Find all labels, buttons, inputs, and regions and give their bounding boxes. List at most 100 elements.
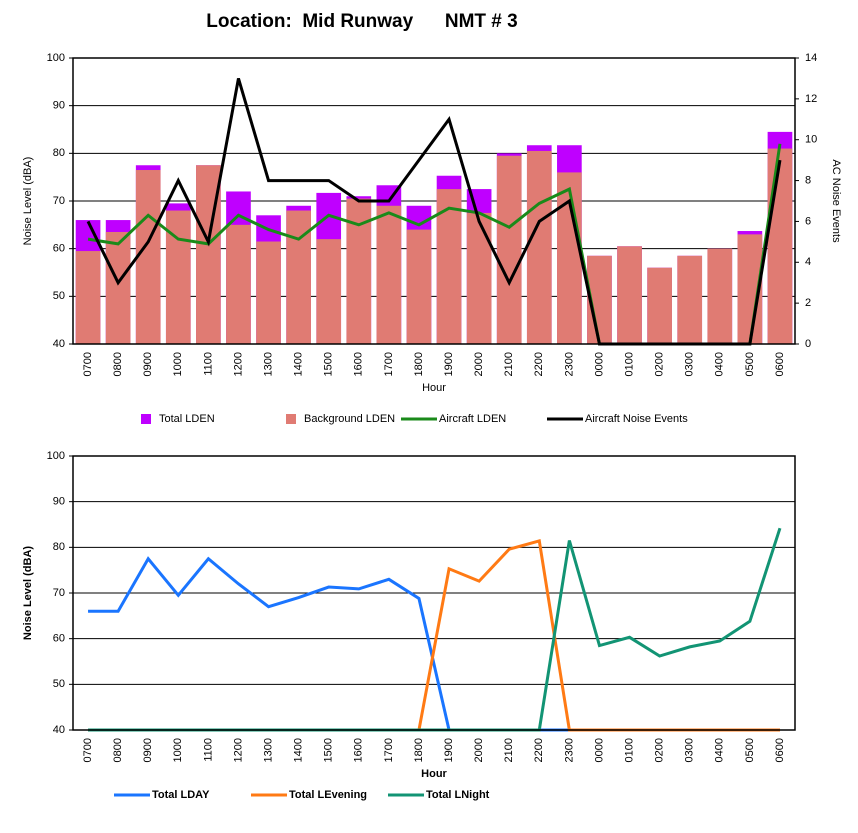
legend-label: Background LDEN <box>304 413 395 425</box>
bar <box>376 205 402 344</box>
y2-tick-label: 12 <box>805 93 817 105</box>
x-tick-label: 1800 <box>413 352 425 376</box>
x-tick-label: 2000 <box>473 352 485 376</box>
x-tick-label: 0800 <box>112 738 124 762</box>
x-tick-label: 0600 <box>774 352 786 376</box>
x-tick-label: 2100 <box>503 738 515 762</box>
x-axis-label: Hour <box>422 382 446 394</box>
y-tick-label: 70 <box>53 587 65 599</box>
x-tick-label: 1900 <box>443 738 455 762</box>
y2-tick-label: 2 <box>805 297 811 309</box>
y2-tick-label: 14 <box>805 52 817 64</box>
y-tick-label: 40 <box>53 338 65 350</box>
x-tick-label: 1100 <box>202 738 214 762</box>
bar <box>316 239 342 344</box>
x-tick-label: 1800 <box>413 738 425 762</box>
bar <box>135 170 161 344</box>
legend-label: Total LEvening <box>289 789 367 801</box>
bar <box>466 212 492 344</box>
bar <box>526 150 552 344</box>
x-tick-label: 0700 <box>82 738 94 762</box>
x-tick-label: 2300 <box>563 352 575 376</box>
bar <box>105 231 131 344</box>
bar <box>496 155 522 344</box>
y2-tick-label: 0 <box>805 338 811 350</box>
x-tick-label: 0000 <box>593 352 605 376</box>
bar <box>256 241 281 344</box>
y-tick-label: 100 <box>47 450 65 462</box>
y-tick-label: 40 <box>53 724 65 736</box>
x-tick-label: 1700 <box>383 738 395 762</box>
y-tick-label: 60 <box>53 243 65 255</box>
x-tick-label: 1600 <box>353 352 365 376</box>
bar <box>75 251 101 344</box>
bar <box>436 189 462 344</box>
x-tick-label: 1000 <box>172 352 184 376</box>
x-tick-label: 2200 <box>533 738 545 762</box>
x-tick-label: 2300 <box>563 738 575 762</box>
x-tick-label: 1300 <box>262 738 274 762</box>
y-axis-label: Noise Level (dBA) <box>22 157 34 246</box>
y-tick-label: 60 <box>53 633 65 645</box>
y2-tick-label: 4 <box>805 256 811 268</box>
x-tick-label: 0400 <box>714 352 726 376</box>
x-tick-label: 0900 <box>142 738 154 762</box>
x-tick-label: 0500 <box>744 738 756 762</box>
bar <box>647 267 672 344</box>
x-tick-label: 0200 <box>654 738 666 762</box>
y-tick-label: 50 <box>53 678 65 690</box>
x-tick-label: 1100 <box>202 352 214 376</box>
y2-tick-label: 10 <box>805 134 817 146</box>
x-tick-label: 1400 <box>293 352 305 376</box>
y-axis-label: Noise Level (dBA) <box>22 546 34 640</box>
x-tick-label: 0000 <box>593 738 605 762</box>
y-tick-label: 90 <box>53 496 65 508</box>
y-tick-label: 50 <box>53 290 65 302</box>
bar <box>617 246 642 344</box>
bar <box>767 148 793 344</box>
x-tick-label: 0200 <box>654 352 666 376</box>
x-tick-label: 0500 <box>744 352 756 376</box>
legend-swatch <box>286 414 296 424</box>
bar <box>226 224 251 344</box>
x-tick-label: 0800 <box>112 352 124 376</box>
y2-tick-label: 6 <box>805 215 811 227</box>
legend-label: Total LDAY <box>152 789 210 801</box>
x-tick-label: 0600 <box>774 738 786 762</box>
x-tick-label: 0900 <box>142 352 154 376</box>
plot-frame <box>72 57 796 345</box>
legend-label: Total LDEN <box>159 413 215 425</box>
x-axis-label: Hour <box>421 768 447 780</box>
x-tick-label: 0400 <box>714 738 726 762</box>
y-tick-label: 90 <box>53 100 65 112</box>
x-tick-label: 2100 <box>503 352 515 376</box>
x-tick-label: 1400 <box>293 738 305 762</box>
x-tick-label: 0300 <box>684 738 696 762</box>
bar <box>707 248 733 344</box>
bar <box>557 172 582 344</box>
x-tick-label: 0100 <box>623 352 635 376</box>
y-tick-label: 80 <box>53 147 65 159</box>
y2-tick-label: 8 <box>805 174 811 186</box>
y-tick-label: 70 <box>53 195 65 207</box>
bar <box>677 255 703 344</box>
x-tick-label: 1200 <box>232 352 244 376</box>
x-tick-label: 0100 <box>623 738 635 762</box>
y-tick-label: 100 <box>47 52 65 64</box>
legend-label: Aircraft LDEN <box>439 413 506 425</box>
x-tick-label: 1700 <box>383 352 395 376</box>
x-tick-label: 1300 <box>262 352 274 376</box>
y2-axis-label: AC Noise Events <box>830 159 842 243</box>
x-tick-label: 1000 <box>172 738 184 762</box>
legend-label: Aircraft Noise Events <box>585 413 688 425</box>
x-tick-label: 1500 <box>323 352 335 376</box>
x-tick-label: 2200 <box>533 352 545 376</box>
y-tick-label: 80 <box>53 541 65 553</box>
plot-frame <box>72 455 796 731</box>
x-tick-label: 1500 <box>323 738 335 762</box>
page-title: Location: Mid Runway NMT # 3 <box>206 11 517 32</box>
legend-swatch <box>141 414 151 424</box>
x-tick-label: 1200 <box>232 738 244 762</box>
